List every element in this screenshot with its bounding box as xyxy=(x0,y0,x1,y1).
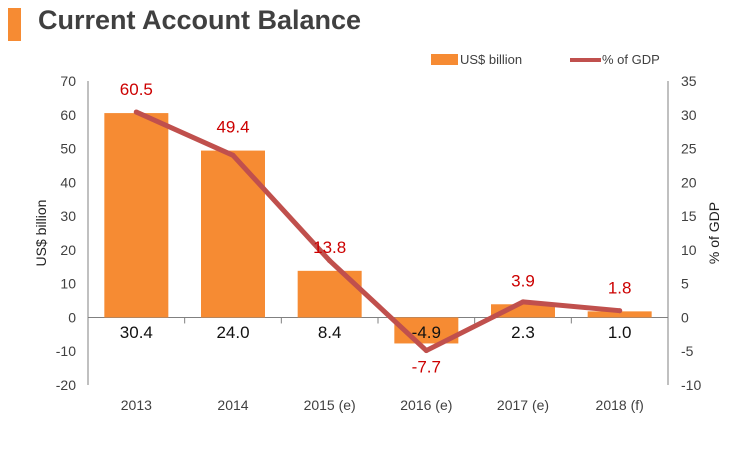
line-data-label: 30.4 xyxy=(120,323,153,342)
y-left-tick-label: 50 xyxy=(60,141,76,157)
y-left-tick-label: 10 xyxy=(60,276,76,292)
chart-legend: US$ billion % of GDP xyxy=(431,52,660,67)
y-left-tick-label: 20 xyxy=(60,242,76,258)
line-point-pct-gdp xyxy=(230,152,236,158)
y-right-tick-label: 25 xyxy=(681,141,697,157)
line-point-pct-gdp xyxy=(423,348,429,354)
bar-data-label: -7.7 xyxy=(412,357,441,376)
legend-bar-swatch xyxy=(431,54,458,65)
y-left-tick-label: 30 xyxy=(60,208,76,224)
line-data-label: 2.3 xyxy=(511,323,535,342)
y-right-axis-title: % of GDP xyxy=(706,202,722,264)
x-tick-label: 2017 (e) xyxy=(497,397,549,413)
bar-data-label: 1.8 xyxy=(608,278,632,297)
line-point-pct-gdp xyxy=(520,299,526,305)
y-left-tick-label: 60 xyxy=(60,107,76,123)
y-right-tick-label: 35 xyxy=(681,73,697,89)
y-left-axis-title: US$ billion xyxy=(33,200,49,267)
y-right-tick-label: 30 xyxy=(681,107,697,123)
bar-data-label: 3.9 xyxy=(511,271,535,290)
x-tick-label: 2016 (e) xyxy=(400,397,452,413)
bar-data-label: 49.4 xyxy=(216,118,249,137)
line-point-pct-gdp xyxy=(133,109,139,115)
y-right-tick-label: -10 xyxy=(681,377,701,393)
title-accent-bar xyxy=(8,8,21,41)
x-tick-label: 2014 xyxy=(217,397,248,413)
y-right-tick-label: 0 xyxy=(681,309,689,325)
y-left-tick-label: 0 xyxy=(68,309,76,325)
x-tick-label: 2015 (e) xyxy=(304,397,356,413)
bar-usd-billion xyxy=(297,270,362,318)
line-data-label: 8.4 xyxy=(318,323,342,342)
legend-line-label: % of GDP xyxy=(602,52,660,67)
line-data-label: 24.0 xyxy=(216,323,249,342)
line-pct-gdp xyxy=(133,109,623,354)
line-data-label: -4.9 xyxy=(412,323,441,342)
line-point-pct-gdp xyxy=(327,258,333,264)
y-right-tick-label: 10 xyxy=(681,242,697,258)
legend-bar-label: US$ billion xyxy=(460,52,522,67)
y-right-tick-label: 20 xyxy=(681,174,697,190)
x-tick-label: 2013 xyxy=(121,397,152,413)
bar-data-label: 60.5 xyxy=(120,80,153,99)
y-left-tick-label: -20 xyxy=(56,377,76,393)
y-right-tick-label: 5 xyxy=(681,276,689,292)
x-tick-label: 2018 (f) xyxy=(596,397,644,413)
bar-usd-billion xyxy=(104,113,169,318)
y-left-tick-label: -10 xyxy=(56,343,76,359)
line-data-label: 1.0 xyxy=(608,323,632,342)
y-left-tick-label: 40 xyxy=(60,174,76,190)
y-right-tick-label: 15 xyxy=(681,208,697,224)
bar-data-label: 13.8 xyxy=(313,238,346,257)
page-title: Current Account Balance xyxy=(38,5,362,35)
y-left-tick-label: 70 xyxy=(60,73,76,89)
line-point-pct-gdp xyxy=(617,308,623,314)
bar-usd-billion xyxy=(201,150,265,318)
bar-usd-billion xyxy=(587,311,652,318)
y-right-tick-label: -5 xyxy=(681,343,694,359)
